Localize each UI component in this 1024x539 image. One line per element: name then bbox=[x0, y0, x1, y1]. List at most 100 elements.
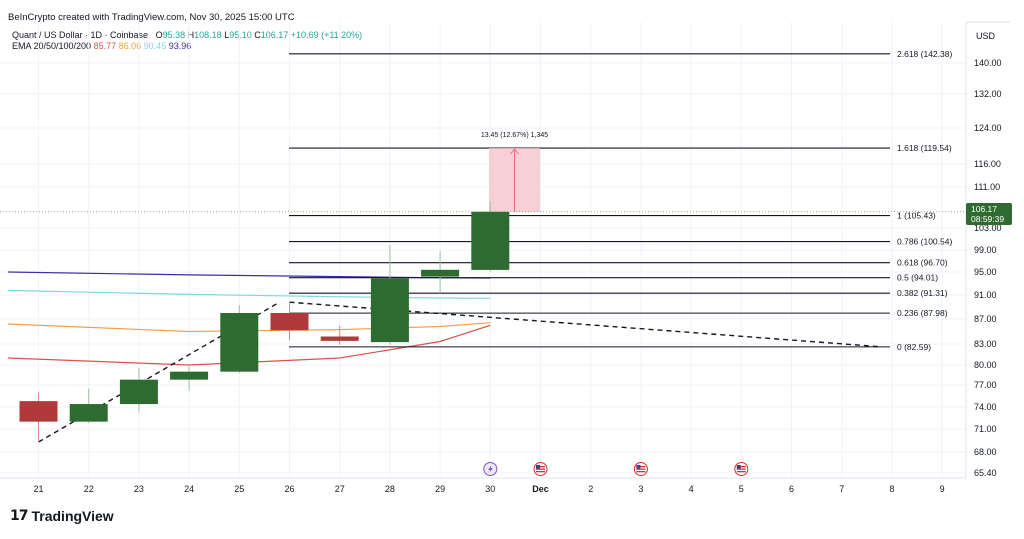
candle-body bbox=[119, 379, 158, 405]
candle-body bbox=[19, 401, 58, 422]
candle bbox=[19, 392, 58, 443]
time-tick-label: 30 bbox=[485, 484, 495, 494]
flag-stripe bbox=[636, 468, 646, 470]
time-tick-label: 9 bbox=[940, 484, 945, 494]
high-key: H bbox=[187, 30, 195, 40]
flag-stripe bbox=[736, 466, 746, 468]
candle bbox=[421, 251, 460, 294]
candle-body bbox=[320, 336, 359, 341]
ema-row[interactable]: EMA 20/50/100/200 85.77 86.06 90.45 93.9… bbox=[12, 41, 362, 52]
candle bbox=[119, 367, 158, 413]
ema-lines bbox=[7, 271, 491, 366]
candle bbox=[370, 245, 409, 345]
candle bbox=[471, 201, 510, 272]
trend-lines bbox=[38, 301, 882, 443]
fib-label: 1 (105.43) bbox=[897, 211, 936, 221]
price-tick-label: 87.00 bbox=[974, 314, 997, 324]
high-value: 108.18 bbox=[194, 30, 222, 40]
price-tick-label: 116.00 bbox=[974, 159, 1001, 169]
time-tick-label: 25 bbox=[234, 484, 244, 494]
price-axis: 140.00 132.00 124.00 116.00 111.00 103.00 99.0… bbox=[974, 58, 1002, 478]
candle-body bbox=[220, 313, 259, 372]
tradingview-logo-text: TradingView bbox=[31, 508, 114, 524]
ema-100-value: 90.45 bbox=[143, 41, 167, 51]
fib-label: 0.382 (91.31) bbox=[897, 288, 948, 298]
candle bbox=[69, 388, 108, 424]
measure-tool: 13.45 (12.67%) 1,345 bbox=[481, 132, 548, 212]
time-tick-label: 23 bbox=[134, 484, 144, 494]
candle-body bbox=[421, 269, 460, 277]
currency-label[interactable]: USD bbox=[976, 31, 996, 41]
tradingview-logo: 17 TradingView bbox=[10, 508, 114, 524]
close-key: C bbox=[254, 30, 261, 40]
low-key: L bbox=[224, 30, 230, 40]
time-tick-label: 24 bbox=[184, 484, 194, 494]
price-tick-label: 99.00 bbox=[974, 245, 997, 255]
us-flag-event-icon bbox=[533, 462, 548, 476]
ema-50-value: 86.06 bbox=[118, 41, 142, 51]
measure-label: 13.45 (12.67%) 1,345 bbox=[481, 132, 548, 139]
open-value: 95.38 bbox=[162, 30, 186, 40]
price-tick-label: 95.00 bbox=[974, 267, 997, 277]
close-value: 106.17 bbox=[260, 30, 289, 40]
open-key: O bbox=[155, 30, 163, 40]
time-tick-label: 2 bbox=[588, 484, 593, 494]
lightning-glyph bbox=[488, 465, 493, 473]
change-value: +10.69 (+11.20%) bbox=[290, 30, 363, 40]
flag-stripe bbox=[536, 471, 545, 473]
fib-label: 0.5 (94.01) bbox=[897, 273, 938, 283]
flag-stripe bbox=[636, 471, 646, 473]
price-tick-label: 140.00 bbox=[974, 58, 1002, 68]
candle-body bbox=[170, 371, 209, 380]
fib-levels: 2.618 (142.38) 1.618 (119.54) 1 (105.43) 0.… bbox=[289, 49, 952, 352]
price-tick-label: 132.00 bbox=[974, 89, 1002, 99]
price-tick-label: 91.00 bbox=[974, 290, 997, 300]
time-axis: 21 22 23 24 25 26 27 28 29 30 Dec 2 3 4 5 6 7 8 9 bbox=[33, 484, 944, 494]
lightning-event-icon bbox=[483, 462, 498, 476]
symbol-label: Quant / US Dollar · 1D · Coinbase bbox=[12, 30, 149, 40]
flag-stripe bbox=[736, 471, 746, 473]
fib-label: 0.786 (100.54) bbox=[897, 237, 952, 247]
fib-label: 0 (82.59) bbox=[897, 342, 931, 352]
us-flag-event-icon bbox=[633, 462, 648, 476]
candle bbox=[270, 302, 309, 341]
event-markers bbox=[483, 462, 749, 476]
flag-canton bbox=[536, 465, 540, 469]
candle-body bbox=[370, 278, 409, 343]
last-price-value: 106.17 bbox=[971, 203, 997, 214]
time-tick-label: 6 bbox=[789, 484, 794, 494]
time-tick-label: 3 bbox=[638, 484, 643, 494]
price-tick-label: 77.00 bbox=[974, 380, 997, 390]
price-tick-label: 65.40 bbox=[974, 468, 997, 478]
measure-arrowhead bbox=[510, 148, 519, 155]
candle-body bbox=[471, 211, 510, 270]
fib-label: 1.618 (119.54) bbox=[897, 143, 952, 153]
flag-stripe bbox=[636, 466, 646, 468]
price-tick-label: 68.00 bbox=[974, 447, 997, 457]
symbol-row[interactable]: Quant / US Dollar · 1D · Coinbase O95.38… bbox=[12, 30, 362, 41]
time-tick-label: Dec bbox=[532, 484, 549, 494]
flag-canton bbox=[736, 465, 741, 469]
candle-body bbox=[270, 313, 309, 331]
flag-stripe bbox=[536, 468, 545, 470]
time-tick-label: 29 bbox=[435, 484, 445, 494]
price-tick-label: 124.00 bbox=[974, 123, 1002, 133]
time-tick-label: 21 bbox=[33, 484, 43, 494]
fib-label: 0.236 (87.98) bbox=[897, 308, 948, 318]
us-flag-event-icon bbox=[734, 462, 749, 476]
ema-line bbox=[7, 271, 491, 279]
time-tick-label: 27 bbox=[335, 484, 345, 494]
price-tick-label: 103.00 bbox=[974, 223, 1002, 233]
ema-20-value: 85.77 bbox=[93, 41, 117, 51]
ema-line bbox=[7, 289, 491, 299]
price-tick-label: 71.00 bbox=[974, 424, 997, 434]
flag-stripe bbox=[536, 466, 545, 468]
last-price-tag: 106.17 08:59:39 bbox=[966, 202, 1012, 225]
flag-stripe bbox=[736, 468, 746, 470]
candle bbox=[220, 305, 259, 373]
price-tick-label: 111.00 bbox=[974, 182, 1000, 192]
time-tick-label: 28 bbox=[385, 484, 395, 494]
candles bbox=[19, 201, 510, 443]
tradingview-logo-icon: 17 bbox=[10, 508, 29, 524]
